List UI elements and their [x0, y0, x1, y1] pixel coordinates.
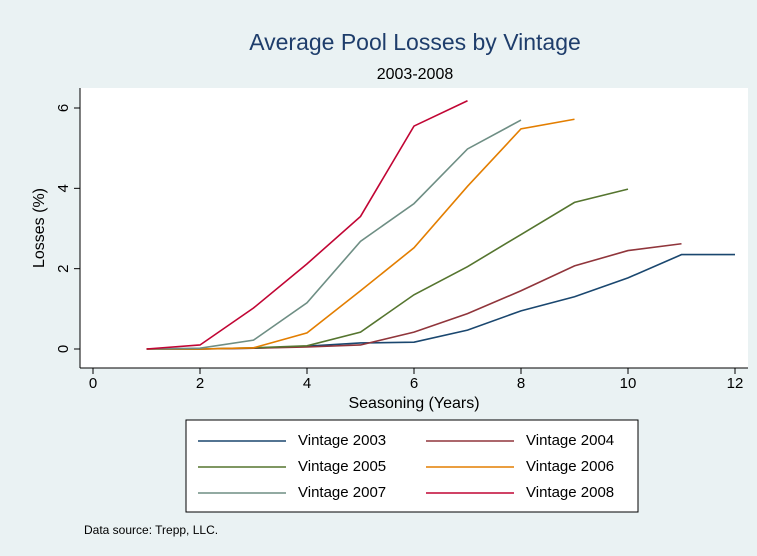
- plot-area: [80, 88, 748, 368]
- legend-label: Vintage 2008: [526, 484, 614, 501]
- x-axis-label: Seasoning (Years): [348, 395, 479, 412]
- x-tick-label: 0: [89, 375, 97, 392]
- x-tick-label: 4: [303, 375, 311, 392]
- y-tick-label: 6: [55, 104, 72, 112]
- series-line: [146, 119, 522, 350]
- legend-label: Vintage 2003: [298, 432, 386, 449]
- y-tick-label: 4: [55, 184, 72, 192]
- series-line: [146, 118, 575, 350]
- y-axis-label: Losses (%): [31, 188, 48, 268]
- legend-label: Vintage 2005: [298, 458, 386, 475]
- x-tick-label: 8: [517, 375, 525, 392]
- chart-title: Average Pool Losses by Vintage: [249, 29, 581, 55]
- series-line: [146, 100, 468, 350]
- x-tick-label: 12: [727, 375, 744, 392]
- legend-label: Vintage 2004: [526, 432, 614, 449]
- y-tick-label: 2: [55, 264, 72, 272]
- y-tick-label: 0: [55, 345, 72, 353]
- x-tick-label: 2: [196, 375, 204, 392]
- note: Data source: Trepp, LLC.: [84, 523, 218, 537]
- chart-subtitle: 2003-2008: [377, 66, 454, 83]
- legend-label: Vintage 2006: [526, 458, 614, 475]
- x-tick-label: 10: [620, 375, 637, 392]
- legend: [185, 419, 639, 513]
- legend-label: Vintage 2007: [298, 484, 386, 501]
- x-tick-label: 6: [410, 375, 418, 392]
